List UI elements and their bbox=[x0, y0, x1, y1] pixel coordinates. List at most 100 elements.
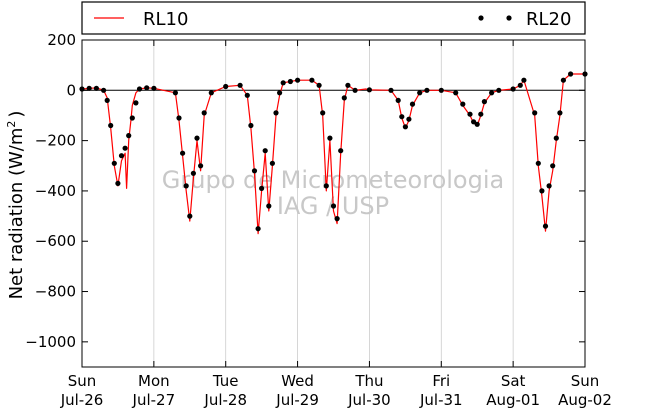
legend-label-rl20: RL20 bbox=[526, 9, 571, 30]
data-point-rl20 bbox=[510, 86, 516, 92]
data-point-rl20 bbox=[409, 101, 416, 107]
y-tick-label: −200 bbox=[35, 132, 76, 150]
data-point-rl20 bbox=[223, 83, 229, 90]
data-point-rl20 bbox=[546, 183, 552, 189]
data-point-rl20 bbox=[338, 148, 344, 154]
data-point-rl20 bbox=[517, 82, 523, 88]
x-tick-label-day: Sun bbox=[571, 372, 600, 390]
data-point-rl20 bbox=[334, 216, 340, 222]
data-point-rl20 bbox=[108, 122, 114, 129]
data-point-rl20 bbox=[198, 163, 204, 169]
legend-label-rl10: RL10 bbox=[143, 9, 188, 30]
y-tick-label: −600 bbox=[35, 232, 76, 250]
data-point-rl20 bbox=[388, 87, 394, 93]
data-point-rl20 bbox=[277, 90, 283, 96]
data-point-rl20 bbox=[399, 114, 405, 120]
data-point-rl20 bbox=[262, 148, 268, 154]
x-axis: SunJul-26MonJul-27TueJul-28WedJul-29ThuJ… bbox=[60, 372, 612, 409]
x-tick-label-date: Jul-26 bbox=[60, 391, 104, 409]
y-tick-label: −1000 bbox=[25, 333, 76, 351]
data-point-rl20 bbox=[352, 87, 358, 93]
data-point-rl20 bbox=[345, 82, 351, 88]
data-point-rl20 bbox=[201, 110, 207, 116]
x-tick-label-date: Aug-02 bbox=[558, 391, 612, 409]
data-point-rl20 bbox=[560, 77, 567, 83]
y-axis-label-sup: 2 bbox=[5, 121, 18, 128]
data-point-rl20 bbox=[172, 90, 178, 96]
y-tick-label: 0 bbox=[66, 81, 76, 99]
data-point-rl20 bbox=[553, 135, 559, 141]
data-point-rl20 bbox=[535, 160, 541, 166]
legend-swatch-rl20-dot-1 bbox=[478, 15, 484, 21]
data-point-rl20 bbox=[366, 87, 372, 93]
data-point-rl20 bbox=[273, 110, 279, 116]
data-point-rl20 bbox=[532, 110, 538, 116]
data-point-rl20 bbox=[187, 213, 193, 219]
x-tick-label-date: Jul-28 bbox=[203, 391, 247, 409]
series bbox=[79, 71, 588, 235]
data-point-rl20 bbox=[269, 160, 275, 166]
y-axis-label-main: Net radiation (W/m bbox=[6, 128, 27, 300]
data-point-rl20 bbox=[542, 223, 549, 229]
data-point-rl20 bbox=[539, 188, 545, 194]
tick-marks bbox=[81, 39, 586, 367]
plot-area: Grupo de Micrometeorologia IAG / USP bbox=[79, 39, 588, 368]
data-point-rl20 bbox=[406, 116, 412, 122]
data-point-rl20 bbox=[122, 145, 128, 151]
data-point-rl20 bbox=[557, 110, 563, 116]
x-tick-label-day: Sat bbox=[501, 372, 526, 390]
data-point-rl20 bbox=[295, 77, 301, 83]
data-point-rl20 bbox=[424, 87, 430, 93]
series-points-rl20 bbox=[79, 71, 588, 232]
data-point-rl20 bbox=[251, 168, 258, 174]
y-tick-label: −400 bbox=[35, 182, 76, 200]
y-axis-label: Net radiation (W/m2) bbox=[5, 111, 27, 300]
data-point-rl20 bbox=[136, 86, 143, 92]
data-point-rl20 bbox=[496, 87, 502, 93]
y-tick-label: 200 bbox=[47, 31, 76, 49]
data-point-rl20 bbox=[208, 90, 214, 96]
data-point-rl20 bbox=[129, 115, 135, 121]
data-point-rl20 bbox=[115, 180, 121, 186]
x-tick-label-date: Jul-30 bbox=[347, 391, 391, 409]
data-point-rl20 bbox=[126, 133, 132, 139]
data-point-rl20 bbox=[133, 100, 139, 106]
x-tick-label-day: Tue bbox=[212, 372, 239, 390]
data-point-rl20 bbox=[453, 90, 459, 96]
data-point-rl20 bbox=[266, 203, 272, 209]
data-point-rl20 bbox=[521, 77, 527, 83]
legend-swatch-rl20-dot-2 bbox=[506, 15, 512, 21]
data-point-rl20 bbox=[104, 97, 110, 103]
data-point-rl20 bbox=[93, 85, 99, 91]
y-tick-label: −800 bbox=[35, 283, 76, 301]
data-point-rl20 bbox=[481, 99, 487, 105]
data-point-rl20 bbox=[287, 78, 293, 85]
data-point-rl20 bbox=[327, 135, 333, 141]
x-tick-label-date: Jul-29 bbox=[275, 391, 319, 409]
data-point-rl20 bbox=[550, 163, 556, 169]
legend-frame bbox=[81, 1, 586, 35]
data-point-rl20 bbox=[237, 82, 243, 88]
data-point-rl20 bbox=[582, 71, 588, 77]
x-tick-label-day: Sun bbox=[68, 372, 97, 390]
data-point-rl20 bbox=[417, 90, 423, 96]
data-point-rl20 bbox=[248, 122, 254, 129]
data-point-rl20 bbox=[111, 160, 117, 166]
data-point-rl20 bbox=[467, 111, 473, 117]
data-point-rl20 bbox=[194, 135, 200, 141]
data-point-rl20 bbox=[151, 85, 157, 91]
data-point-rl20 bbox=[460, 101, 466, 107]
x-tick-label-date: Jul-27 bbox=[132, 391, 176, 409]
data-point-rl20 bbox=[101, 87, 107, 93]
data-point-rl20 bbox=[474, 121, 480, 127]
data-point-rl20 bbox=[341, 95, 347, 101]
data-point-rl20 bbox=[244, 92, 250, 98]
x-tick-label-day: Fri bbox=[432, 372, 450, 390]
data-point-rl20 bbox=[568, 71, 574, 77]
grid bbox=[153, 40, 514, 367]
data-point-rl20 bbox=[402, 124, 408, 130]
x-tick-label-day: Thu bbox=[354, 372, 383, 390]
data-point-rl20 bbox=[323, 183, 329, 189]
data-point-rl20 bbox=[330, 203, 337, 209]
